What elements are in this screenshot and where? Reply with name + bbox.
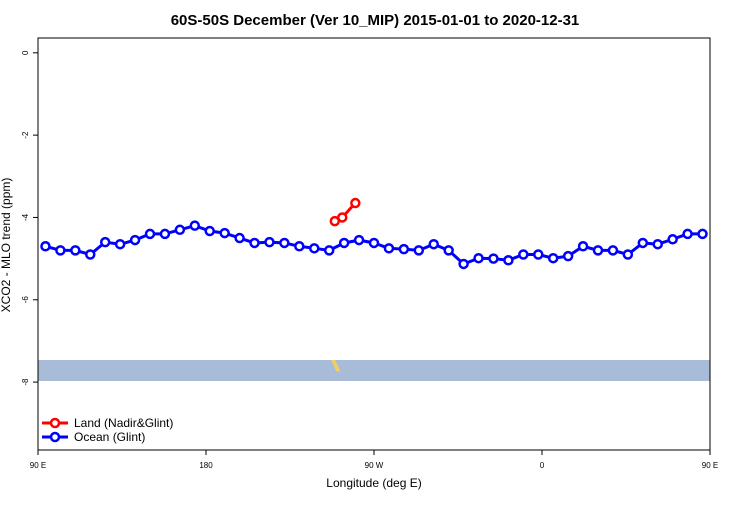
point xyxy=(264,236,275,248)
land-strip xyxy=(38,360,710,381)
point xyxy=(114,238,126,250)
point xyxy=(129,234,141,246)
x-tick-label: 0 xyxy=(540,461,545,470)
point xyxy=(337,212,348,223)
point xyxy=(413,245,425,256)
point xyxy=(577,241,589,252)
point xyxy=(144,228,156,240)
point xyxy=(652,238,663,250)
x-tick-label: 180 xyxy=(199,461,213,470)
legend-marker xyxy=(49,431,61,443)
point xyxy=(40,241,51,252)
point xyxy=(309,243,320,254)
legend-label: Ocean (Glint) xyxy=(74,430,145,444)
x-tick-label: 90 W xyxy=(365,461,384,470)
x-tick-label: 90 E xyxy=(30,461,46,470)
point xyxy=(294,241,305,252)
point xyxy=(204,225,215,237)
land-patch xyxy=(331,360,340,372)
point xyxy=(503,255,514,266)
point xyxy=(338,237,350,249)
point xyxy=(350,197,361,209)
point xyxy=(667,234,678,245)
legend-label: Land (Nadir&Glint) xyxy=(74,416,173,430)
x-axis-label: Longitude (deg E) xyxy=(326,476,421,490)
point xyxy=(159,228,171,240)
point xyxy=(622,249,634,260)
point xyxy=(473,252,484,264)
point xyxy=(682,228,693,240)
y-tick-label: -6 xyxy=(21,296,30,304)
point xyxy=(85,249,96,260)
point xyxy=(428,238,439,250)
point xyxy=(189,220,201,231)
point xyxy=(488,253,499,264)
point xyxy=(219,227,230,239)
x-tick-label: 90 E xyxy=(702,461,718,470)
point xyxy=(458,258,469,270)
point xyxy=(323,245,335,256)
point xyxy=(592,245,604,256)
point xyxy=(562,250,574,262)
point xyxy=(279,237,290,249)
point xyxy=(368,237,380,249)
point xyxy=(383,243,395,254)
y-tick-label: -8 xyxy=(21,378,30,386)
y-tick-label: 0 xyxy=(21,50,30,55)
point xyxy=(547,252,559,264)
point xyxy=(637,237,649,249)
point xyxy=(353,234,365,246)
y-tick-label: -4 xyxy=(21,213,30,221)
point xyxy=(533,249,544,260)
y-axis-label: XCO2 - MLO trend (ppm) xyxy=(0,178,13,313)
point xyxy=(174,224,186,236)
point xyxy=(70,245,81,256)
point xyxy=(443,245,454,256)
legend-marker xyxy=(49,417,61,429)
point xyxy=(607,245,619,256)
point xyxy=(518,249,529,260)
point xyxy=(249,237,260,249)
point xyxy=(697,228,708,240)
y-tick-label: -2 xyxy=(21,131,30,139)
point xyxy=(234,232,245,244)
chart-title: 60S-50S December (Ver 10_MIP) 2015-01-01… xyxy=(171,12,580,29)
point xyxy=(398,243,410,255)
point xyxy=(55,245,66,256)
point xyxy=(99,236,111,248)
